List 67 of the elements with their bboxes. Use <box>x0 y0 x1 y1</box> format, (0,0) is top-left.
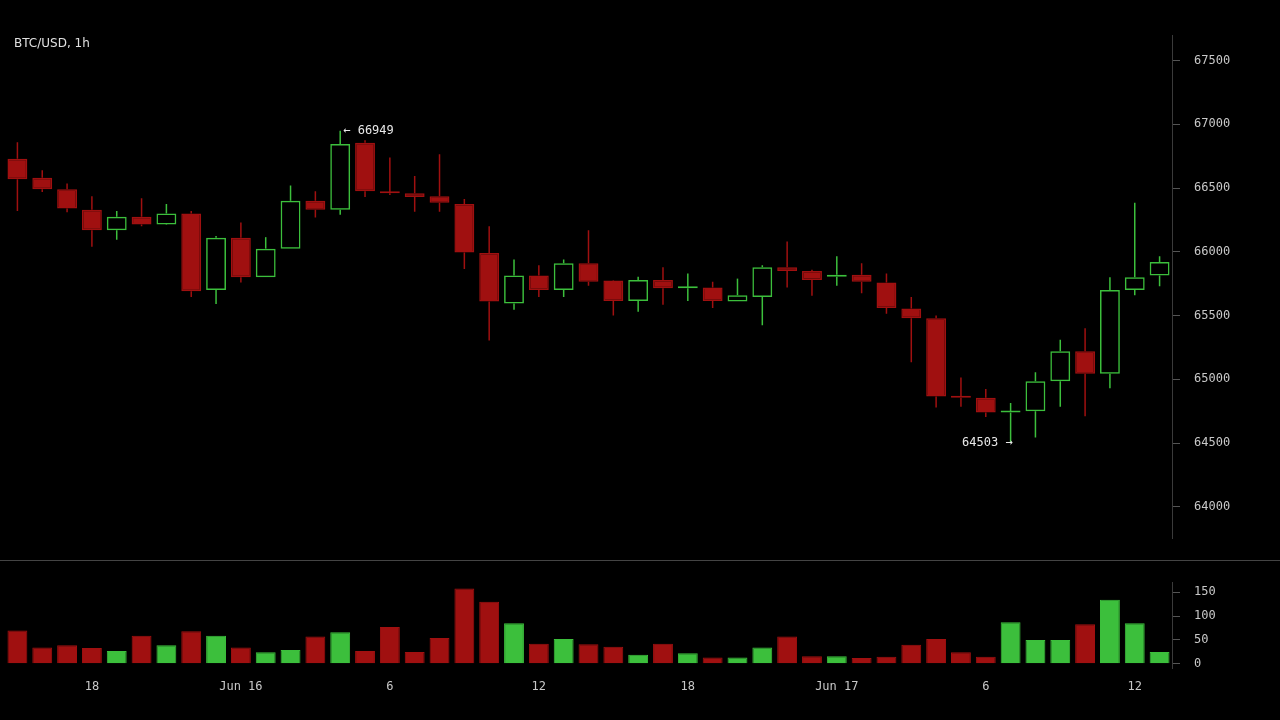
bar <box>553 639 574 664</box>
candlestick <box>653 266 673 306</box>
x-tick-label: 6 <box>386 678 394 693</box>
bar <box>255 652 276 664</box>
bar <box>504 623 524 664</box>
y-tick-label: 64500 <box>1194 435 1231 450</box>
candlestick <box>851 262 872 295</box>
bar <box>7 630 28 664</box>
y-tick-label: 65500 <box>1194 307 1231 322</box>
x-tick-label: 12 <box>531 678 547 693</box>
bar <box>1149 651 1170 664</box>
y-tick-label: 67000 <box>1194 116 1231 131</box>
y-tick-label: 64000 <box>1194 499 1231 514</box>
candlestick <box>181 210 202 298</box>
bar <box>1075 624 1096 664</box>
bar <box>330 632 351 664</box>
y-tick-label: 50 <box>1194 632 1209 647</box>
bar <box>181 631 202 664</box>
x-tick-label: 18 <box>680 678 696 693</box>
bar <box>1124 623 1145 664</box>
bar <box>305 636 326 664</box>
bar <box>851 658 872 664</box>
x-tick-label: Jun 17 <box>815 678 859 693</box>
candlestick <box>1075 327 1096 418</box>
bar <box>926 639 947 664</box>
chart-title: BTC/USD, 1h <box>14 36 90 50</box>
bar <box>951 652 971 664</box>
bar <box>802 656 822 664</box>
y-tick-label: 100 <box>1194 608 1216 623</box>
bar <box>429 638 450 664</box>
bar <box>677 653 698 664</box>
y-tick-label: 150 <box>1194 584 1216 599</box>
x-tick-label: 12 <box>1127 678 1142 693</box>
candlestick <box>901 296 922 363</box>
bar <box>1000 622 1021 664</box>
bar <box>131 635 152 664</box>
x-tick-label: 18 <box>84 678 100 693</box>
candlestick <box>926 314 947 409</box>
candlestick <box>454 198 475 270</box>
x-tick-label: 6 <box>982 678 990 693</box>
candlestick <box>802 270 822 297</box>
bar <box>628 654 649 664</box>
y-tick-label: 66000 <box>1194 243 1231 258</box>
bar <box>479 601 500 664</box>
candlestick <box>7 141 28 212</box>
bar <box>379 627 400 664</box>
y-tick-label: 66500 <box>1194 180 1231 195</box>
y-tick-label: 65000 <box>1194 371 1231 386</box>
candlestick <box>479 225 500 342</box>
annotation: ← 66949 <box>343 122 394 137</box>
bar <box>206 635 226 664</box>
candlestick <box>230 221 251 284</box>
candlestick <box>81 195 102 248</box>
y-tick-label: 67500 <box>1194 52 1231 67</box>
bar <box>1050 639 1071 664</box>
bar <box>454 588 475 664</box>
x-tick-label: Jun 16 <box>219 678 263 693</box>
candlestick <box>355 139 375 198</box>
bar <box>826 656 847 664</box>
bar <box>777 636 798 664</box>
candlestick <box>131 197 152 228</box>
bar <box>1099 599 1120 664</box>
bar <box>1025 639 1046 664</box>
annotation: 64503 → <box>962 434 1013 449</box>
y-tick-label: 0 <box>1194 655 1202 670</box>
bar <box>404 651 425 664</box>
candlestick <box>32 169 53 193</box>
